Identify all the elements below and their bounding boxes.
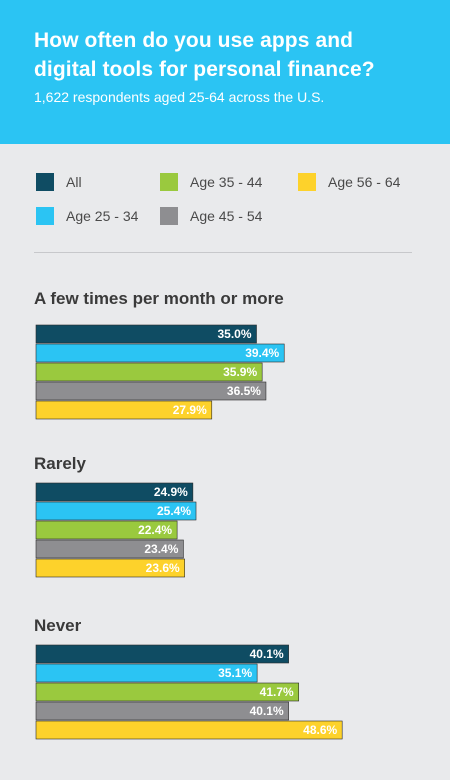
legend-item-age-45-54: Age 45 - 54 <box>160 206 262 226</box>
bar-label-rarely-age-25-34: 25.4% <box>157 504 191 518</box>
legend-item-all: All <box>36 172 82 192</box>
legend-label-age-35-44: Age 35 - 44 <box>190 174 263 190</box>
bar-never-age-35-44 <box>35 682 300 702</box>
chart-title: How often do you use apps and digital to… <box>34 26 450 84</box>
bar-label-never-age-25-34: 35.1% <box>218 666 252 680</box>
chart-subtitle: 1,622 respondents aged 25-64 across the … <box>34 89 325 105</box>
bar-label-never-age-45-54: 40.1% <box>250 704 284 718</box>
bar-never-age-25-34 <box>35 663 258 683</box>
chart-title-line-2: digital tools for personal finance? <box>34 58 375 81</box>
legend-item-age-25-34: Age 25 - 34 <box>36 206 138 226</box>
legend-swatch-age-45-54 <box>160 207 178 225</box>
bar-label-a-few-times-per-month-or-more-age-56-64: 27.9% <box>173 403 207 417</box>
bar-a-few-times-per-month-or-more-age-25-34 <box>35 343 285 363</box>
bar-a-few-times-per-month-or-more-all <box>35 324 257 344</box>
bar-rarely-age-35-44 <box>35 520 178 540</box>
legend-swatch-all <box>36 173 54 191</box>
bar-never-age-56-64 <box>35 720 343 740</box>
bar-rarely-age-56-64 <box>35 558 185 578</box>
legend-item-age-35-44: Age 35 - 44 <box>160 172 262 192</box>
bar-label-rarely-age-56-64: 23.6% <box>146 561 180 575</box>
bar-label-never-all: 40.1% <box>250 647 284 661</box>
legend-item-age-56-64: Age 56 - 64 <box>298 172 400 192</box>
legend-divider <box>34 252 412 253</box>
legend-swatch-age-25-34 <box>36 207 54 225</box>
chart-header: How often do you use apps and digital to… <box>0 0 450 144</box>
bar-label-a-few-times-per-month-or-more-age-35-44: 35.9% <box>223 365 257 379</box>
bar-label-rarely-age-35-44: 22.4% <box>138 523 172 537</box>
bar-a-few-times-per-month-or-more-age-35-44 <box>35 362 263 382</box>
bar-rarely-all <box>35 482 194 502</box>
bar-rarely-age-45-54 <box>35 539 184 559</box>
bar-never-all <box>35 644 289 664</box>
bar-a-few-times-per-month-or-more-age-45-54 <box>35 381 267 401</box>
legend-swatch-age-35-44 <box>160 173 178 191</box>
legend-label-age-25-34: Age 25 - 34 <box>66 208 139 224</box>
legend-swatch-age-56-64 <box>298 173 316 191</box>
group-title-a-few-times-per-month-or-more: A few times per month or more <box>34 289 284 308</box>
bar-label-rarely-age-45-54: 23.4% <box>144 542 178 556</box>
chart-title-line-1: How often do you use apps and <box>34 29 354 52</box>
bar-label-a-few-times-per-month-or-more-age-45-54: 36.5% <box>227 384 261 398</box>
bar-label-rarely-all: 24.9% <box>154 485 188 499</box>
legend-label-all: All <box>66 174 82 190</box>
bar-label-never-age-35-44: 41.7% <box>260 685 294 699</box>
bar-a-few-times-per-month-or-more-age-56-64 <box>35 400 213 420</box>
bar-label-never-age-56-64: 48.6% <box>303 723 337 737</box>
legend-label-age-56-64: Age 56 - 64 <box>328 174 401 190</box>
group-title-rarely: Rarely <box>34 454 87 473</box>
group-title-never: Never <box>34 616 82 635</box>
bar-rarely-age-25-34 <box>35 501 197 521</box>
bar-never-age-45-54 <box>35 701 289 721</box>
bar-label-a-few-times-per-month-or-more-all: 35.0% <box>217 327 251 341</box>
chart-legend: All Age 25 - 34 Age 35 - 44 Age 45 - 54 … <box>36 172 426 232</box>
bar-label-a-few-times-per-month-or-more-age-25-34: 39.4% <box>245 346 279 360</box>
legend-label-age-45-54: Age 45 - 54 <box>190 208 263 224</box>
